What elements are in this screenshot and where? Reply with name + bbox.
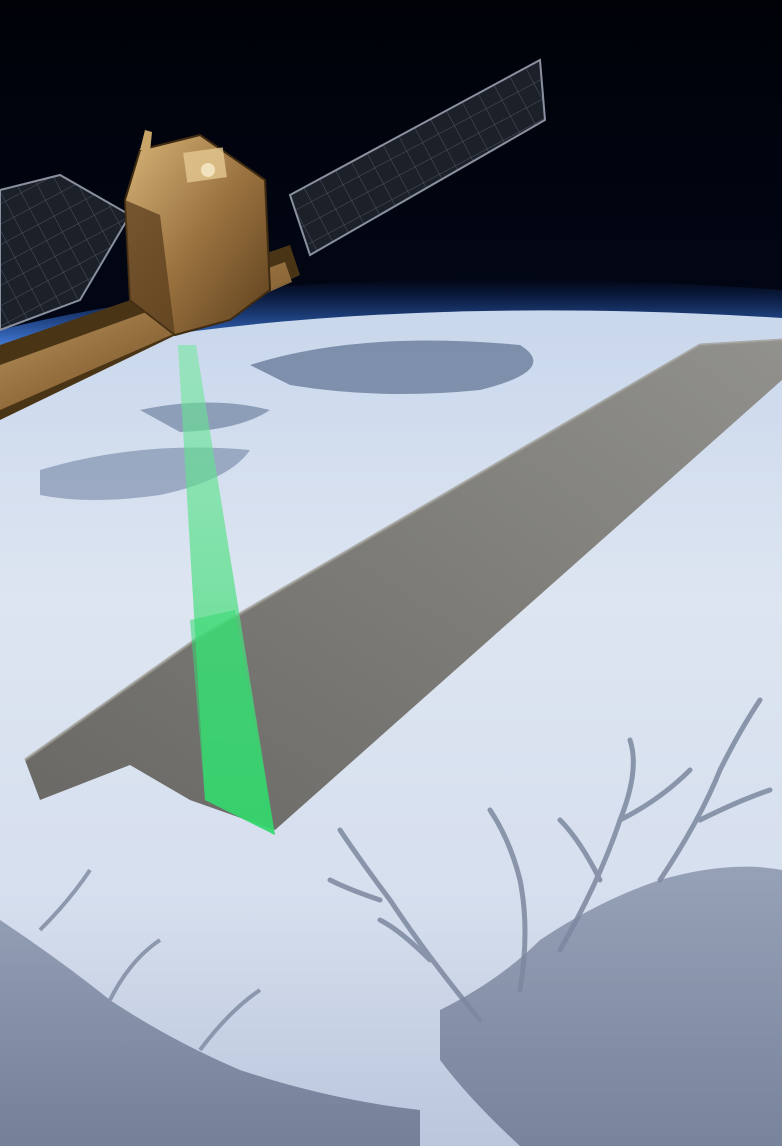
radar-swath-edge xyxy=(24,338,782,762)
fjord-network xyxy=(327,697,773,1023)
satellite-mast xyxy=(140,130,152,152)
cloud-band-upper xyxy=(250,340,534,394)
solar-panel-right xyxy=(288,58,547,257)
satellite-sensor xyxy=(201,163,215,177)
ocean-left xyxy=(0,920,420,1146)
coast-detail-left xyxy=(38,868,262,1052)
radar-footprint xyxy=(190,610,275,835)
ocean-right xyxy=(440,866,782,1146)
solar-panel-left xyxy=(0,173,132,332)
satellite-body-shadow xyxy=(125,200,175,335)
